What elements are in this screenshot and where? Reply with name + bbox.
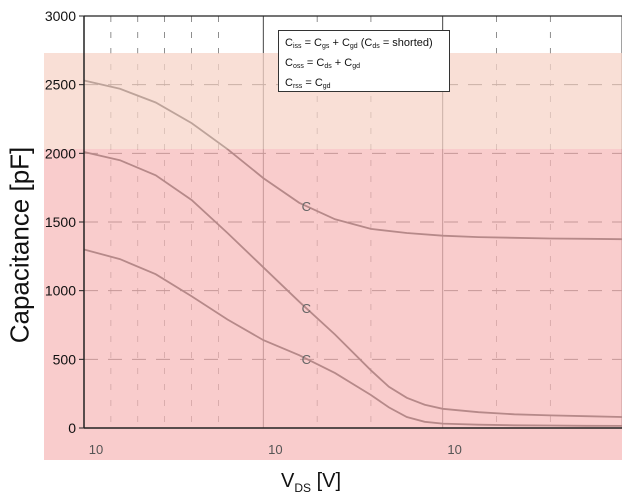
legend-entry-0: Ciss = Cgs + Cgd (Cds = shorted)	[285, 35, 443, 55]
x-axis-label-sub: DS	[294, 481, 311, 495]
legend-entry-0-part-7: ds	[372, 43, 379, 50]
legend-entry-1-part-4: + C	[332, 57, 352, 69]
y-tick-label-4: 2000	[45, 145, 76, 161]
legend-entry-2-part-0: C	[285, 77, 293, 89]
x-tick-label-1: 10	[268, 442, 282, 457]
y-tick-label-2: 1000	[45, 283, 76, 299]
legend-entry-1-part-1: oss	[293, 63, 304, 70]
y-tick-label-5: 2500	[45, 77, 76, 93]
legend-entry-2-part-1: rss	[293, 83, 302, 90]
legend-entry-1-part-2: = C	[304, 57, 324, 69]
x-tick-label-0: 10	[89, 442, 103, 457]
y-axis-label: Capacitance [pF]	[5, 147, 36, 344]
curve-label-2: C	[302, 352, 311, 367]
y-tick-label-1: 500	[53, 351, 77, 367]
legend-entry-1: Coss = Cds + Cgd	[285, 55, 443, 75]
x-axis-label: VDS [V]	[0, 470, 622, 495]
legend-entry-0-part-6: (C	[358, 37, 373, 49]
legend-entry-0-part-4: + C	[329, 37, 349, 49]
x-tick-label-2: 10	[447, 442, 461, 457]
legend-entry-0-part-2: = C	[302, 37, 322, 49]
legend-entry-2: Crss = Cgd	[285, 75, 443, 95]
legend-entry-2-part-3: gd	[323, 83, 331, 90]
y-tick-label-3: 1500	[45, 214, 76, 230]
legend-entry-1-part-3: ds	[324, 63, 331, 70]
x-axis-label-unit: [V]	[317, 470, 341, 492]
overlay-strong	[44, 149, 622, 460]
x-axis-label-main: V	[281, 470, 294, 492]
legend-box: Ciss = Cgs + Cgd (Cds = shorted) Coss = C…	[278, 30, 450, 92]
y-tick-label-0: 0	[68, 420, 76, 436]
y-axis-label-wrap: Capacitance [pF]	[0, 0, 40, 499]
legend-entry-2-part-2: = C	[302, 77, 322, 89]
legend-entry-0-part-0: C	[285, 37, 293, 49]
curve-label-1: C	[302, 301, 311, 316]
curve-label-0: C	[302, 199, 311, 214]
legend-entry-0-part-1: iss	[293, 43, 302, 50]
legend-entry-0-part-8: = shorted)	[380, 37, 433, 49]
y-tick-label-6: 3000	[45, 8, 76, 24]
color-overlays	[44, 53, 622, 460]
legend-entry-1-part-0: C	[285, 57, 293, 69]
legend-entry-0-part-5: gd	[350, 43, 358, 50]
legend-entry-1-part-5: gd	[352, 63, 360, 70]
